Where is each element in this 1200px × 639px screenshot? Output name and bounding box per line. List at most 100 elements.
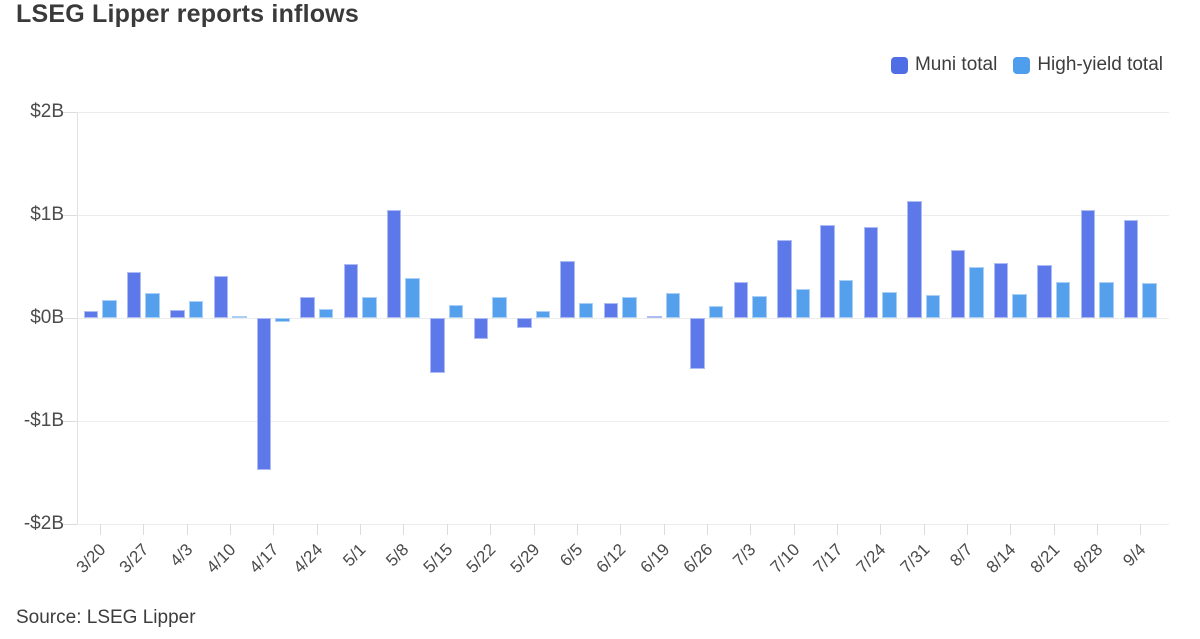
x-axis-tick	[1097, 524, 1099, 536]
x-axis-tick	[793, 524, 795, 536]
gridline--$1B	[77, 421, 1169, 423]
bar-high-yield-5-1[interactable]	[362, 297, 377, 318]
x-axis-tick	[230, 524, 232, 536]
bar-muni-7-24[interactable]	[863, 227, 879, 318]
x-axis-tick	[273, 524, 275, 536]
gridline-$2B	[77, 111, 1169, 113]
bar-muni-8-28[interactable]	[1080, 209, 1096, 318]
y-axis-tick	[62, 524, 77, 526]
bar-high-yield-3-27[interactable]	[145, 293, 160, 318]
y-axis-tick	[62, 421, 77, 423]
y-axis-label: -$2B	[23, 513, 64, 535]
bar-high-yield-4-24[interactable]	[318, 308, 334, 318]
bar-muni-5-1[interactable]	[343, 264, 359, 318]
bar-high-yield-6-5[interactable]	[578, 302, 594, 318]
legend-item-high-yield-total: High-yield total	[1013, 54, 1163, 76]
x-axis-tick	[576, 524, 578, 536]
bar-muni-6-12[interactable]	[603, 302, 619, 318]
bar-muni-8-7[interactable]	[950, 249, 965, 318]
bar-muni-4-24[interactable]	[300, 297, 315, 318]
x-axis-tick	[967, 524, 968, 536]
bar-muni-5-15[interactable]	[430, 318, 445, 373]
bar-high-yield-6-26[interactable]	[708, 305, 724, 318]
bar-high-yield-4-3[interactable]	[188, 301, 204, 318]
bar-high-yield-3-20[interactable]	[102, 300, 117, 318]
bar-muni-7-3[interactable]	[733, 281, 749, 318]
bar-muni-6-5[interactable]	[560, 261, 575, 318]
chart-title: LSEG Lipper reports inflows	[16, 0, 359, 28]
x-axis-tick	[360, 524, 362, 536]
x-axis-tick	[836, 524, 838, 536]
y-axis-label: $0B	[30, 307, 64, 328]
x-axis-tick	[1053, 524, 1055, 536]
x-axis-tick	[446, 524, 448, 536]
bar-high-yield-7-31[interactable]	[925, 295, 941, 318]
bar-muni-4-10[interactable]	[213, 275, 229, 318]
x-axis-tick	[316, 524, 318, 536]
y-axis-tick	[62, 318, 77, 319]
x-axis-tick	[663, 524, 665, 536]
bar-high-yield-8-28[interactable]	[1099, 281, 1114, 318]
bar-high-yield-7-3[interactable]	[752, 296, 767, 318]
x-axis-tick	[1140, 524, 1142, 536]
bar-muni-7-10[interactable]	[777, 239, 792, 318]
x-axis-tick	[880, 524, 882, 536]
bar-muni-6-26[interactable]	[690, 318, 705, 369]
x-axis-tick	[923, 524, 925, 536]
bar-muni-6-19[interactable]	[647, 315, 662, 318]
legend-label-muni-total: Muni total	[914, 54, 998, 75]
bar-high-yield-6-12[interactable]	[622, 297, 637, 318]
bar-high-yield-8-7[interactable]	[969, 267, 984, 318]
y-axis-line	[77, 111, 78, 525]
y-axis-label: $2B	[30, 100, 64, 122]
bar-high-yield-4-17[interactable]	[275, 318, 290, 323]
bar-muni-5-22[interactable]	[473, 318, 489, 339]
bar-high-yield-8-21[interactable]	[1055, 281, 1071, 318]
source-note: Source: LSEG Lipper	[16, 607, 196, 628]
bar-high-yield-6-19[interactable]	[665, 293, 681, 318]
gridline-$1B	[77, 214, 1169, 216]
bar-high-yield-4-10[interactable]	[232, 315, 247, 318]
legend-item-muni-total: Muni total	[890, 54, 998, 76]
y-axis-label: $1B	[30, 203, 64, 225]
bar-muni-4-3[interactable]	[170, 309, 185, 318]
bar-muni-8-14[interactable]	[993, 263, 1009, 318]
gridline-$0B	[77, 318, 1169, 319]
x-axis-tick	[403, 524, 405, 536]
x-axis-tick	[143, 524, 145, 536]
bar-muni-5-8[interactable]	[386, 209, 402, 318]
bar-high-yield-9-4[interactable]	[1142, 282, 1157, 318]
x-axis-tick	[620, 524, 622, 536]
bar-muni-4-17[interactable]	[256, 318, 272, 470]
bar-muni-7-17[interactable]	[820, 225, 835, 318]
high-yield-total-swatch-icon	[1013, 56, 1031, 74]
bar-high-yield-7-17[interactable]	[838, 279, 854, 318]
x-axis-tick	[186, 524, 188, 536]
bar-muni-9-4[interactable]	[1123, 219, 1139, 318]
bar-muni-3-20[interactable]	[83, 310, 98, 318]
bar-high-yield-5-8[interactable]	[405, 277, 420, 318]
bar-muni-5-29[interactable]	[517, 318, 532, 329]
y-axis-label: -$1B	[23, 410, 64, 432]
bar-muni-3-27[interactable]	[126, 271, 142, 318]
bar-high-yield-5-15[interactable]	[448, 304, 464, 318]
y-axis-tick	[62, 111, 77, 113]
bar-high-yield-7-10[interactable]	[795, 289, 811, 318]
x-axis-tick	[706, 524, 708, 536]
legend-label-high-yield-total: High-yield total	[1037, 54, 1163, 75]
y-axis-tick	[62, 214, 77, 216]
bar-high-yield-5-22[interactable]	[492, 297, 507, 318]
bar-muni-7-31[interactable]	[907, 201, 922, 318]
bar-muni-8-21[interactable]	[1037, 265, 1052, 318]
bar-high-yield-5-29[interactable]	[535, 310, 550, 318]
bar-high-yield-8-14[interactable]	[1012, 294, 1027, 318]
x-axis-tick	[100, 524, 101, 536]
x-axis-tick	[750, 524, 752, 536]
x-axis-tick	[490, 524, 492, 536]
muni-total-swatch-icon	[890, 56, 908, 74]
x-axis-tick	[1010, 524, 1012, 536]
bar-high-yield-7-24[interactable]	[882, 292, 897, 318]
gridline--$2B	[77, 524, 1169, 526]
